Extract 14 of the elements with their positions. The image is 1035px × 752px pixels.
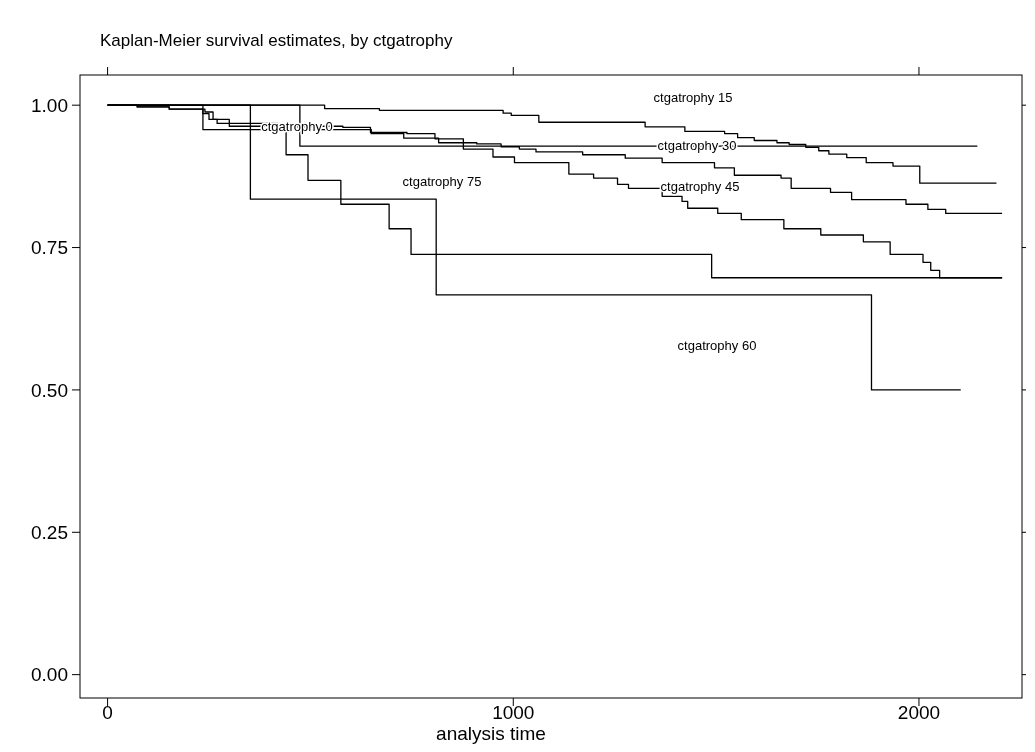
y-tick-label: 0.00 <box>31 664 68 686</box>
annotation: ctgatrophy 60 <box>677 337 757 353</box>
annotation: ctgatrophy 15 <box>653 89 733 105</box>
x-tick-label: 2000 <box>897 702 941 723</box>
x-tick-label: 1000 <box>492 702 535 723</box>
x-tick-label: 0 <box>102 702 113 723</box>
y-tick-label: 0.50 <box>31 379 68 401</box>
y-tick-label: 0.25 <box>31 521 68 543</box>
x-axis-title: analysis time <box>436 723 546 744</box>
y-tick-label: 0.75 <box>31 237 68 259</box>
chart-title: Kaplan-Meier survival estimates, by ctgatrophy <box>100 31 453 50</box>
annotation: ctgatrophy 75 <box>402 173 482 189</box>
annotation: ctgatrophy 45 <box>660 178 740 194</box>
y-tick-label: 1.00 <box>31 94 68 116</box>
